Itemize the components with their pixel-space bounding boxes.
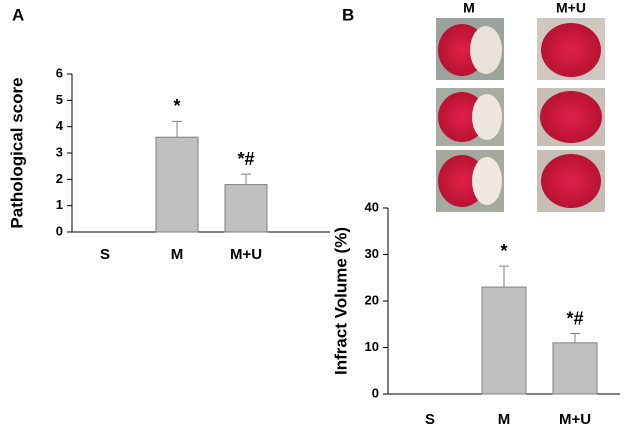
x-tick-label: S — [425, 411, 435, 426]
y-axis-label: Pathological score — [7, 77, 26, 228]
y-tick-label: 10 — [365, 339, 379, 354]
error-bar — [570, 333, 580, 343]
y-tick-label: 2 — [56, 171, 63, 186]
significance-label: *# — [237, 149, 254, 169]
x-tick-label: M — [171, 246, 184, 263]
error-bar — [172, 120, 182, 138]
image — [541, 154, 601, 208]
image-label: M+U — [556, 0, 586, 16]
y-tick-label: 6 — [56, 65, 63, 80]
panel-label: A — [12, 5, 24, 24]
error-bar — [499, 265, 509, 288]
error-bar — [241, 173, 251, 185]
bar — [552, 342, 598, 395]
y-tick-label: 0 — [372, 385, 379, 400]
x-tick-label: M — [498, 411, 511, 426]
y-tick-label: 20 — [365, 292, 379, 307]
y-tick-label: 4 — [56, 118, 64, 133]
y-tick-label: 1 — [56, 197, 63, 212]
x-tick-label: S — [100, 246, 110, 263]
image-label: M — [463, 0, 475, 16]
y-tick-label: 5 — [56, 92, 63, 107]
x-tick-label: M+U — [559, 411, 591, 426]
significance-label: * — [500, 241, 507, 261]
bar — [224, 184, 268, 233]
image — [470, 26, 502, 74]
y-axis-label: Infract Volume (%) — [331, 227, 350, 375]
image — [472, 94, 502, 140]
y-tick-label: 3 — [56, 144, 63, 159]
significance-label: * — [173, 96, 180, 116]
image — [438, 92, 486, 142]
significance-label: *# — [566, 308, 583, 328]
bar — [481, 286, 527, 395]
y-tick-label: 30 — [365, 246, 379, 261]
y-tick-label: 0 — [56, 223, 63, 238]
x-tick-label: M+U — [230, 246, 262, 263]
bar — [155, 136, 199, 233]
panel-label: B — [342, 5, 354, 24]
image — [540, 91, 602, 143]
image — [438, 155, 486, 207]
brain-images — [436, 18, 605, 212]
y-tick-label: 40 — [365, 199, 379, 214]
image — [472, 157, 502, 205]
image — [541, 23, 601, 77]
